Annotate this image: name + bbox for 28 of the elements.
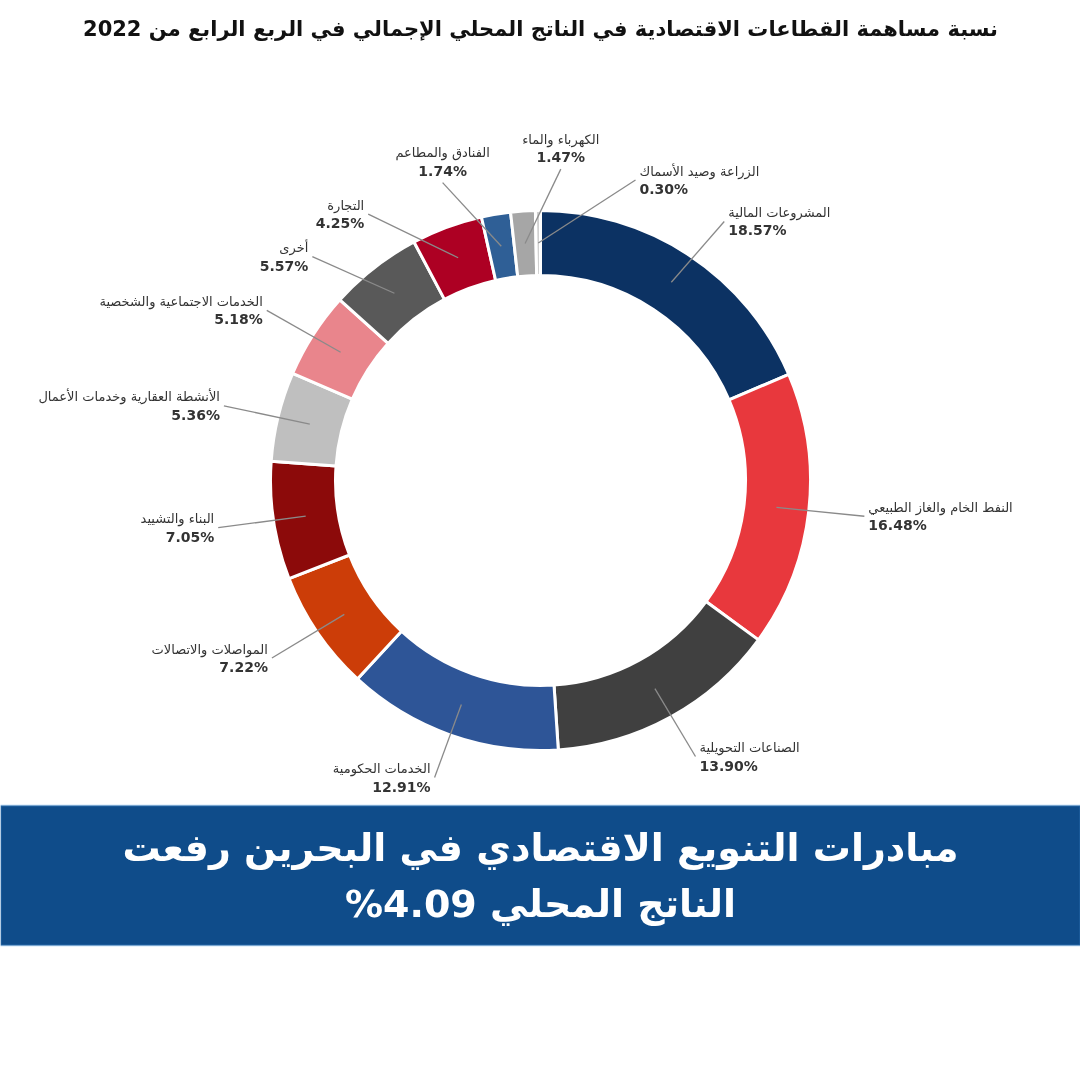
data-label: 0.30% (639, 181, 689, 198)
data-label: 12.91% (372, 778, 431, 795)
data-label: 5.18% (214, 311, 263, 328)
data-label: 5.57% (259, 257, 309, 274)
data-label: 4.25% (315, 215, 365, 232)
slice-label: التجارة (327, 197, 365, 214)
slice-label: النفط الخام والغاز الطبيعي (868, 499, 1013, 516)
data-label: 1.74% (418, 162, 467, 179)
chart-title: نسبة مساهمة القطاعات الاقتصادية في الناتج المحلي الإجمالي في الربع الرابع من 2022 (83, 16, 998, 41)
slice-label: أخرى (279, 239, 309, 257)
data-label: 16.48% (868, 517, 927, 534)
slice-label: الخدمات الاجتماعية والشخصية (99, 293, 263, 310)
data-label: 7.05% (165, 528, 215, 545)
slice-label: الفنادق والمطاعم (395, 145, 490, 162)
slice-label: الصناعات التحويلية (699, 740, 800, 757)
data-label: 7.22% (219, 659, 268, 676)
slice-label: البناء والتشييد (140, 511, 215, 528)
text: مبادرات التنويع الاقتصادي في البحرين رفعت الناتج المحلي 4.09% (122, 825, 959, 926)
slice-label: الزراعة وصيد الأسماك (639, 162, 760, 180)
slice-label: الكهرباء والماء (522, 131, 600, 148)
slice-label: الأنشطة العقارية وخدمات الأعمال (38, 388, 220, 406)
slice-label: الخدمات الحكومية (332, 761, 431, 778)
data-label: 18.57% (728, 222, 787, 239)
slice-label: المواصلات والاتصالات (151, 641, 268, 658)
data-label: 5.36% (171, 406, 220, 423)
slice-label: المشروعات المالية (728, 204, 831, 221)
data-label: 13.90% (699, 757, 758, 774)
data-label: 1.47% (536, 149, 586, 166)
